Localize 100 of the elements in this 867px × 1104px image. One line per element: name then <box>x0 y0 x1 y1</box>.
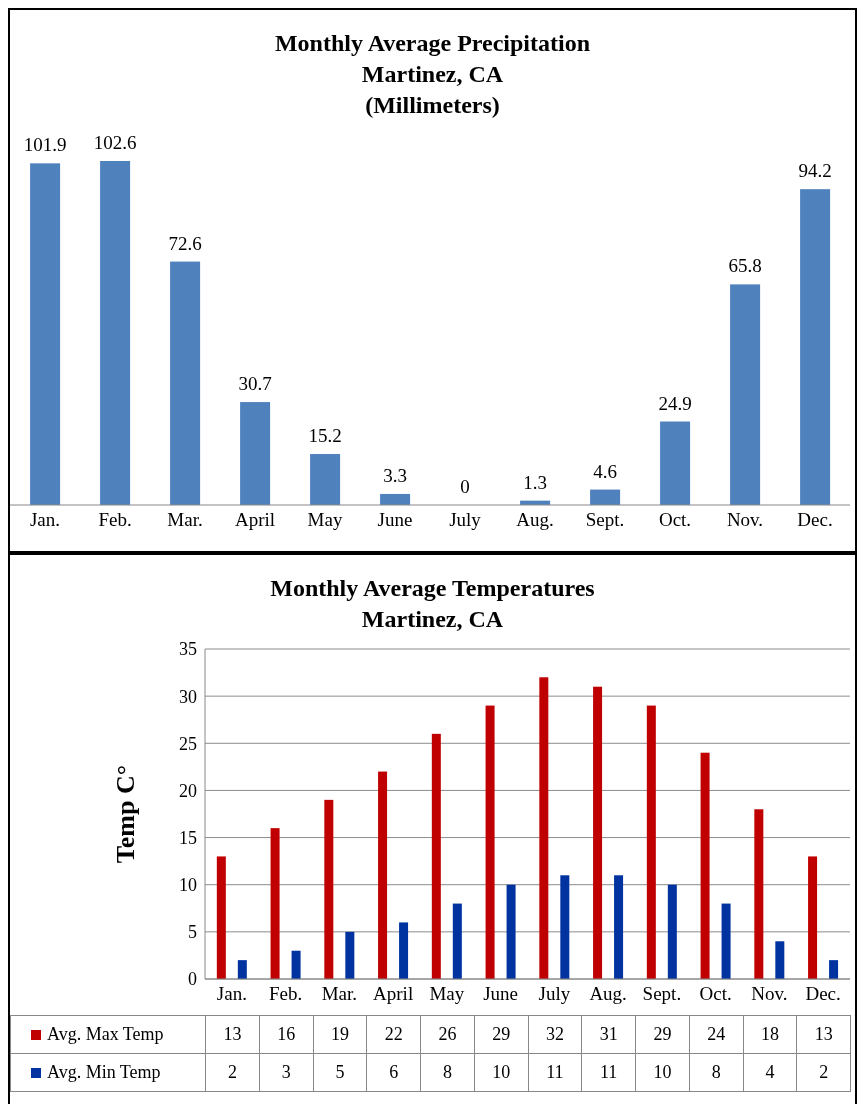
bar <box>100 161 131 505</box>
bar <box>539 677 549 979</box>
data-label: 22 <box>366 1015 421 1054</box>
x-tick-label: Nov. <box>751 983 788 1005</box>
x-tick-label: Oct. <box>658 509 692 531</box>
x-tick-label: Dec. <box>805 983 841 1005</box>
bar <box>506 884 516 979</box>
bar <box>216 856 226 979</box>
data-label: 4 <box>743 1053 797 1092</box>
bar <box>485 705 495 979</box>
y-tick-label: 20 <box>179 780 197 801</box>
x-tick-label: June <box>483 983 519 1005</box>
y-tick-label: 5 <box>188 922 197 943</box>
x-tick-label: Sept. <box>642 983 682 1005</box>
data-label: 10 <box>635 1053 690 1092</box>
data-label: 19 <box>313 1015 367 1054</box>
y-tick-label: 25 <box>179 733 197 754</box>
bar <box>808 856 818 979</box>
bar <box>646 705 656 979</box>
bar <box>667 884 677 979</box>
data-label: 29 <box>635 1015 690 1054</box>
bar <box>399 922 409 979</box>
x-tick-label: Mar. <box>321 983 358 1005</box>
bar <box>660 421 691 505</box>
y-tick-label: 15 <box>179 827 197 848</box>
bar <box>829 960 839 979</box>
data-label: 15.2 <box>308 425 342 447</box>
x-tick-label: Jan. <box>29 509 61 531</box>
data-label: 6 <box>366 1053 421 1092</box>
x-tick-label: Aug. <box>589 983 627 1005</box>
data-label: 65.8 <box>728 255 762 277</box>
y-tick-label: 30 <box>179 686 197 707</box>
data-label: 101.9 <box>23 134 67 156</box>
bar <box>754 809 764 979</box>
data-label: 3.3 <box>383 464 407 486</box>
y-tick-label: 35 <box>179 639 197 660</box>
data-label: 11 <box>581 1053 636 1092</box>
x-tick-label: April <box>234 509 276 531</box>
bar <box>730 284 761 505</box>
bar <box>378 771 388 979</box>
data-label: 8 <box>689 1053 743 1092</box>
x-tick-label: Sept. <box>585 509 625 531</box>
x-tick-label: Oct. <box>699 983 732 1005</box>
x-tick-label: April <box>373 983 414 1005</box>
x-tick-label: Mar. <box>167 509 203 531</box>
x-tick-label: Feb. <box>98 509 132 531</box>
legend-label: Avg. Min Temp <box>10 1053 206 1092</box>
x-tick-label: May <box>307 509 343 531</box>
bar <box>775 941 785 979</box>
data-label: 16 <box>259 1015 313 1054</box>
x-tick-label: Dec. <box>797 509 833 531</box>
data-label: 30.7 <box>238 373 272 395</box>
bar <box>291 950 301 979</box>
data-label: 5 <box>313 1053 367 1092</box>
data-label: 13 <box>205 1015 260 1054</box>
x-tick-label: Jan. <box>216 983 247 1005</box>
bar <box>431 733 441 979</box>
data-label: 24 <box>689 1015 743 1054</box>
y-tick-label: 10 <box>179 875 197 896</box>
x-tick-label: July <box>538 983 571 1005</box>
legend-label: Avg. Max Temp <box>10 1015 206 1054</box>
chart-title: Monthly Average Precipitation Martinez, CA (Millimeters) <box>273 29 592 120</box>
bar <box>593 686 603 979</box>
bar <box>560 875 570 979</box>
bar <box>310 454 341 505</box>
x-tick-label: May <box>429 983 465 1005</box>
data-label: 2 <box>796 1053 851 1092</box>
data-label: 10 <box>474 1053 528 1092</box>
bar <box>800 189 831 505</box>
bar <box>614 875 624 979</box>
data-label: 13 <box>796 1015 851 1054</box>
bar <box>324 799 334 979</box>
data-label: 3 <box>259 1053 313 1092</box>
x-tick-label: July <box>449 509 482 531</box>
data-label: 24.9 <box>658 392 692 414</box>
data-label: 32 <box>528 1015 582 1054</box>
data-label: 18 <box>743 1015 797 1054</box>
bar <box>452 903 462 979</box>
bar <box>590 489 621 505</box>
bar <box>170 261 201 505</box>
chart-title: Monthly Average Temperatures Martinez, CA <box>269 574 596 634</box>
x-tick-label: Feb. <box>269 983 303 1005</box>
y-tick-label: 0 <box>188 969 197 990</box>
x-tick-label: Nov. <box>726 509 764 531</box>
data-label: 4.6 <box>593 460 617 482</box>
data-label: 94.2 <box>798 160 832 182</box>
bar <box>237 960 247 979</box>
bar <box>270 828 280 979</box>
bar <box>380 493 411 505</box>
data-label: 1.3 <box>523 471 547 493</box>
data-label: 31 <box>581 1015 636 1054</box>
bar <box>345 931 355 979</box>
data-label: 0 <box>460 476 470 497</box>
data-label: 8 <box>420 1053 475 1092</box>
data-label: 26 <box>420 1015 475 1054</box>
bar <box>240 402 271 505</box>
bar <box>700 752 710 979</box>
x-tick-label: Aug. <box>516 509 554 531</box>
data-label: 102.6 <box>93 132 137 153</box>
data-label: 2 <box>205 1053 260 1092</box>
